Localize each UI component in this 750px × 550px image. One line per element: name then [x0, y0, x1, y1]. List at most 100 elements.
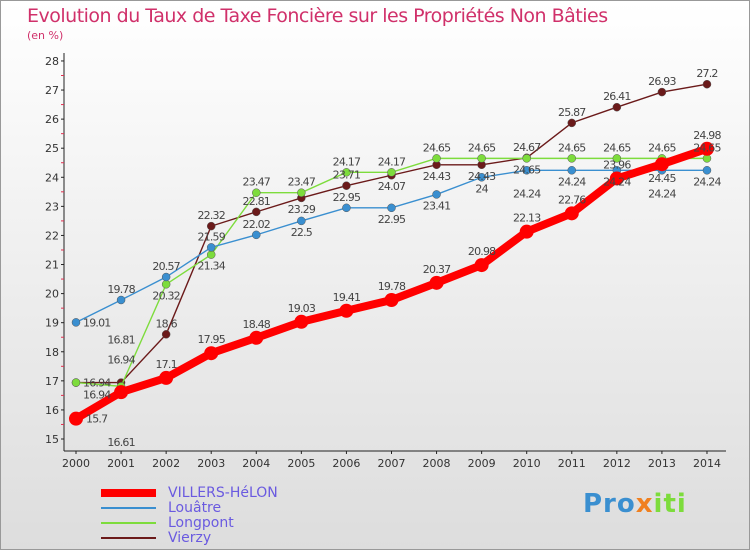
data-point	[702, 166, 712, 175]
data-point	[567, 166, 577, 175]
data-label: 24.43	[468, 170, 496, 183]
data-label: 22.95	[378, 213, 406, 226]
x-tick-label: 2003	[197, 457, 225, 470]
data-label: 24.24	[513, 187, 541, 200]
y-tick-label: 24	[45, 171, 59, 184]
data-label: 24.24	[648, 187, 676, 200]
data-label: 24.07	[378, 180, 406, 193]
legend-label: Longpont	[168, 514, 234, 531]
data-point	[519, 224, 534, 239]
legend-item: Louâtre	[101, 499, 278, 516]
data-point	[387, 203, 396, 213]
y-tick-label: 20	[45, 288, 59, 301]
series-louâtre	[71, 166, 712, 327]
data-point	[429, 275, 444, 290]
data-point	[474, 258, 489, 273]
data-point	[114, 385, 129, 400]
data-point	[159, 370, 174, 385]
data-point	[206, 250, 216, 259]
data-label: 15.7	[86, 413, 108, 426]
legend-label: Louâtre	[168, 499, 222, 516]
data-label: 24.65	[513, 163, 541, 176]
y-tick-label: 19	[45, 317, 59, 330]
data-label: 23.29	[288, 203, 316, 216]
data-point	[116, 295, 126, 305]
legend-label: Vierzy	[168, 529, 212, 546]
data-label: 22.13	[513, 212, 541, 225]
data-label: 24.65	[603, 141, 631, 154]
data-label: 26.41	[603, 90, 631, 103]
x-tick-label: 2001	[107, 457, 135, 470]
data-point	[564, 206, 579, 221]
data-labels: 19.0116.9416.9415.719.7816.9416.8116.612…	[83, 67, 722, 449]
data-point	[204, 346, 219, 361]
data-label: 20.98	[468, 245, 496, 258]
series-line	[76, 83, 708, 384]
data-label: 19.78	[107, 283, 135, 296]
data-label: 18.48	[243, 318, 271, 331]
x-tick-label: 2009	[468, 457, 496, 470]
data-point	[252, 230, 261, 240]
data-label: 24.24	[693, 175, 721, 188]
y-tick-label: 27	[45, 84, 59, 97]
data-label: 20.37	[423, 263, 451, 276]
data-point	[609, 171, 624, 186]
data-label: 24	[475, 182, 488, 195]
data-label: 23.96	[603, 158, 631, 171]
data-label: 24.24	[558, 175, 586, 188]
data-point	[161, 272, 171, 282]
x-tick-label: 2007	[377, 457, 405, 470]
x-tick-label: 2002	[152, 457, 180, 470]
data-point	[384, 292, 399, 307]
data-label: 24.65	[423, 141, 451, 154]
x-tick-label: 2011	[558, 457, 586, 470]
proxiti-logo: Proxiti	[583, 489, 687, 519]
data-point	[161, 330, 171, 339]
y-tick-label: 22	[45, 229, 59, 242]
data-label: 23.47	[243, 176, 271, 189]
data-point	[161, 280, 171, 289]
data-label: 22.95	[333, 191, 361, 204]
data-label: 19.78	[378, 280, 406, 293]
series-longpont	[71, 154, 712, 391]
data-label: 26.93	[648, 75, 676, 88]
series-vierzy	[71, 79, 712, 387]
data-label: 16.61	[107, 436, 135, 449]
data-label: 25.87	[558, 106, 586, 119]
data-label: 24.17	[333, 155, 361, 168]
data-point	[206, 221, 216, 231]
data-point	[567, 118, 577, 128]
data-point	[699, 141, 714, 156]
data-label: 16.94	[107, 354, 135, 367]
data-point	[657, 87, 667, 97]
data-point	[206, 243, 216, 252]
y-tick-label: 26	[45, 113, 59, 126]
data-label: 24.43	[423, 170, 451, 183]
legend-swatch	[101, 488, 156, 497]
data-label: 24.45	[648, 172, 676, 185]
data-label: 24.24	[603, 175, 631, 188]
y-tick-label: 17	[45, 375, 59, 388]
data-label: 24.65	[693, 141, 721, 154]
data-point	[342, 203, 351, 213]
data-label: 23.47	[288, 176, 316, 189]
data-label: 22.81	[243, 195, 271, 208]
data-point	[297, 216, 306, 226]
series-villers-hélon	[69, 141, 714, 426]
data-label: 17.1	[155, 358, 176, 371]
data-point	[294, 314, 309, 329]
data-label: 21.34	[197, 260, 225, 273]
data-point	[71, 378, 81, 387]
legend-swatch	[101, 536, 156, 539]
data-label: 20.32	[152, 289, 180, 302]
data-label: 22.32	[197, 209, 225, 222]
x-tick-label: 2014	[693, 457, 721, 470]
data-label: 16.94	[83, 389, 111, 402]
data-label: 23.71	[333, 169, 361, 182]
data-point	[71, 318, 81, 327]
data-label: 20.57	[152, 260, 180, 273]
data-point	[522, 166, 531, 175]
data-point	[69, 411, 83, 426]
data-point	[252, 188, 261, 197]
